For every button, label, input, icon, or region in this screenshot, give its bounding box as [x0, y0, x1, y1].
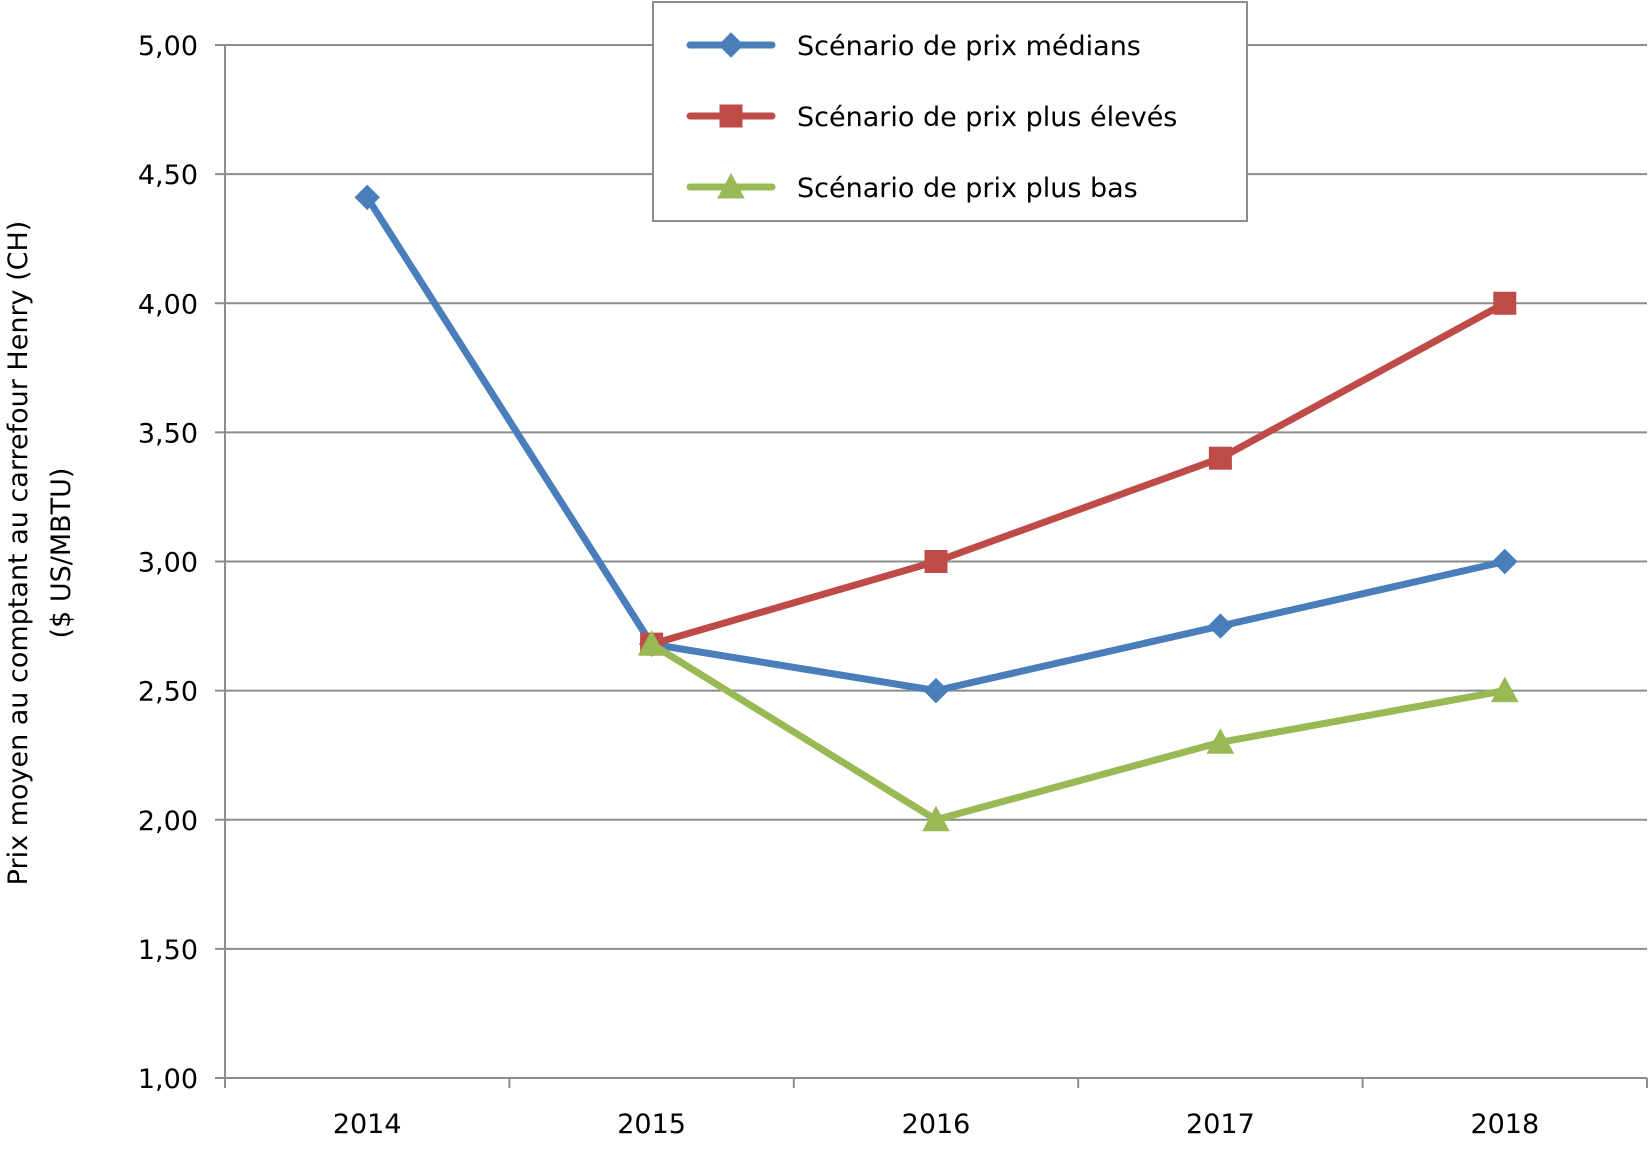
data-point	[1490, 676, 1519, 703]
series-3	[637, 630, 1519, 832]
data-point	[1492, 548, 1518, 575]
y-tick-label: 3,50	[138, 418, 198, 449]
legend-item: Scénario de prix plus élevés	[686, 102, 1177, 133]
x-tick-label: 2017	[1186, 1109, 1255, 1140]
legend-item: Scénario de prix plus bas	[686, 172, 1138, 204]
legend-label: Scénario de prix plus bas	[797, 173, 1138, 204]
y-tick-label: 2,00	[138, 806, 198, 837]
series-line	[648, 299, 1509, 648]
y-tick-label: 5,00	[138, 31, 198, 62]
legend-marker	[719, 104, 743, 128]
x-tick-label: 2018	[1470, 1109, 1539, 1140]
series-line	[648, 640, 1509, 824]
y-tick-label: 3,00	[138, 548, 198, 579]
legend-label: Scénario de prix plus élevés	[797, 102, 1177, 133]
series-2	[640, 291, 1517, 656]
series-1	[354, 184, 1518, 704]
data-point	[924, 550, 948, 573]
y-tick-label: 4,00	[138, 289, 198, 320]
x-tick-label: 2016	[902, 1109, 971, 1140]
data-point	[637, 630, 666, 656]
series-line	[363, 193, 1509, 695]
y-axis-title: Prix moyen au comptant au carrefour Henr…	[3, 221, 77, 886]
y-tick-label: 2,50	[138, 677, 198, 708]
axes: 1,00 1,50 2,00 2,50 3,00 3,50 4,00 4,50 5,00 2014…	[138, 31, 1648, 1140]
data-point	[1206, 728, 1235, 754]
legend: Scénario de prix médians Scénario de prix…	[652, 1, 1248, 222]
data-point	[922, 805, 950, 832]
y-axis-title-line1: Prix moyen au comptant au carrefour Henr…	[3, 221, 34, 886]
series-lines	[354, 184, 1519, 832]
x-tick-label: 2014	[333, 1109, 402, 1140]
data-point	[354, 184, 380, 211]
legend-label: Scénario de prix médians	[797, 31, 1141, 62]
data-point	[1208, 446, 1232, 470]
y-tick-label: 1,50	[138, 935, 198, 966]
legend-item: Scénario de prix médians	[686, 31, 1141, 62]
data-point	[1207, 613, 1234, 639]
data-point	[923, 677, 949, 704]
y-tick-label: 4,50	[138, 160, 198, 191]
legend-marker	[718, 32, 744, 58]
y-axis-title-line2: ($ US/MBTU)	[46, 468, 77, 639]
data-point	[1493, 291, 1517, 315]
x-tick-label: 2015	[617, 1109, 686, 1140]
y-tick-label: 1,00	[138, 1064, 198, 1095]
legend-marker	[717, 172, 745, 199]
